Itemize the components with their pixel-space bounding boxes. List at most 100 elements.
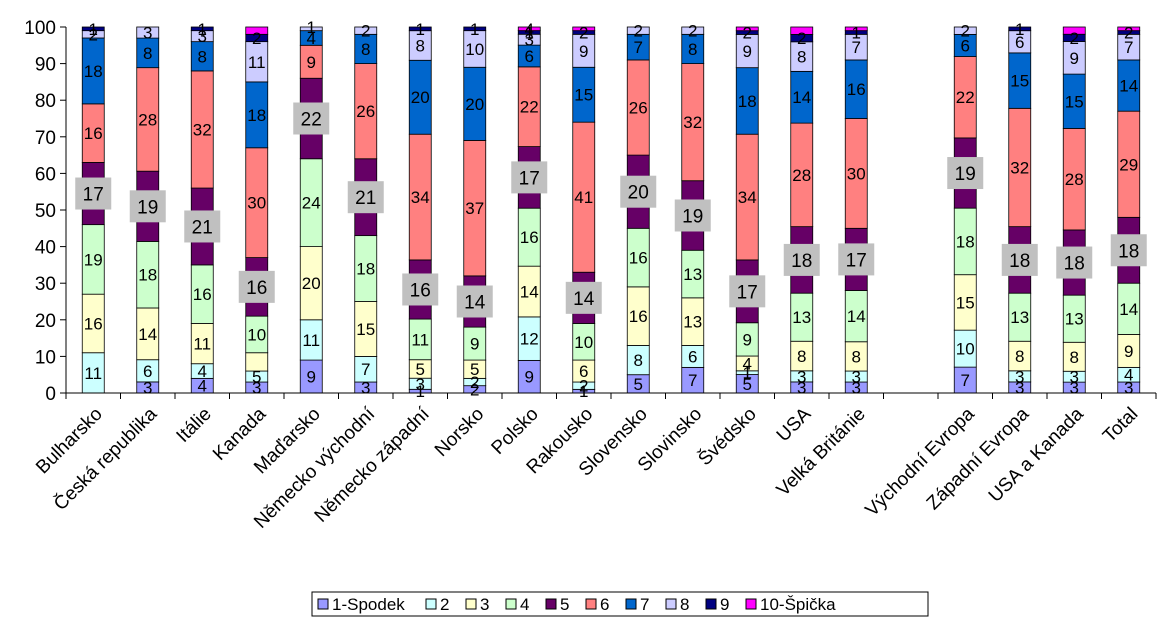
data-label: 3 [1070,368,1079,387]
data-label: 41 [574,188,593,207]
data-label: 5 [470,360,479,379]
data-label: 18 [138,266,157,285]
legend-swatch [585,598,597,610]
bar-segment [953,26,977,35]
data-label: 2 [470,373,479,392]
legend-label: 2 [440,595,449,614]
data-label: 28 [1065,170,1084,189]
data-label: 18 [1009,251,1030,272]
data-label: 22 [956,88,975,107]
data-label: 22 [301,110,322,131]
data-label: 3 [1015,378,1024,397]
data-label: 16 [84,124,103,143]
data-label: 1 [1015,20,1024,39]
y-tick-label: 20 [35,311,56,332]
data-label: 1 [89,20,98,39]
data-label: 2 [252,29,261,48]
data-label: 8 [1070,348,1079,367]
data-label: 8 [416,36,425,55]
data-label: 3 [252,379,261,398]
bar-segment [408,26,432,32]
bar-segment [517,26,541,32]
data-label: 21 [355,188,376,209]
data-label: 13 [1010,308,1029,327]
data-label: 4 [307,29,316,48]
data-label: 13 [1065,310,1084,329]
data-label: 16 [246,278,267,299]
data-label: 8 [361,40,370,59]
data-label: 5 [634,375,643,394]
y-axis: 0 10 20 30 40 50 60 70 80 90 100 [24,18,67,405]
data-label: 4 [1124,366,1133,385]
data-label: 2 [688,22,697,41]
data-label-box [783,243,820,276]
data-label: 8 [143,44,152,63]
legend-swatch [745,598,757,610]
y-tick-label: 40 [35,238,56,259]
data-label: 2 [797,29,806,48]
data-label: 2 [1124,23,1133,42]
category-label: Norsko [431,404,488,461]
legend-swatch [505,598,517,610]
bar-segment [354,26,378,35]
data-label: 14 [573,289,595,310]
data-label: 7 [1124,38,1133,57]
data-label: 8 [797,48,806,67]
data-label-box [238,270,275,303]
data-label: 11 [193,335,211,354]
data-label: 20 [465,95,484,114]
legend-label: 7 [640,595,649,614]
data-label: 8 [688,40,697,59]
data-label: 26 [629,99,648,118]
data-label: 14 [520,283,539,302]
bar-segment [681,26,705,35]
data-label: 7 [634,38,643,57]
data-label: 11 [411,330,429,349]
legend-swatch [705,598,717,610]
data-label: 5 [252,368,261,387]
data-label-box [1110,234,1147,267]
data-label: 16 [84,314,103,333]
data-label: 10 [574,333,593,352]
bar-segment [1062,26,1086,35]
data-label-box [947,157,984,190]
bar-segment [81,26,105,32]
legend-swatch [425,598,437,610]
data-label: 32 [193,120,212,139]
data-label-box [620,175,657,208]
data-label: 3 [416,375,425,394]
data-label: 2 [1070,29,1079,48]
bar-segment [190,26,214,32]
data-label: 18 [738,92,757,111]
data-label: 9 [307,53,316,72]
data-label: 7 [688,371,697,390]
data-label: 1 [198,20,207,39]
data-label: 2 [579,23,588,42]
data-label: 17 [83,185,104,206]
data-label: 18 [1064,254,1085,275]
data-label: 7 [961,371,970,390]
y-tick-label: 100 [24,18,56,39]
bar-segment [1117,26,1141,32]
data-label: 14 [792,88,811,107]
data-label: 1 [416,20,425,39]
data-label: 37 [465,199,484,218]
data-label: 18 [956,232,975,251]
data-label: 3 [143,378,152,397]
data-label: 9 [743,42,752,61]
data-label: 3 [198,27,207,46]
data-label-box [347,181,384,214]
data-label: 17 [519,168,540,189]
data-label: 20 [411,88,430,107]
data-label: 18 [791,251,812,272]
data-label: 6 [143,362,152,381]
data-label: 9 [525,368,534,387]
data-label: 14 [847,307,866,326]
data-label: 19 [137,197,158,218]
category-label: Total [1099,404,1142,447]
bar-segment [790,26,814,35]
y-tick-label: 70 [35,128,56,149]
data-label: 32 [683,113,702,132]
data-label: 3 [852,368,861,387]
data-label: 30 [247,194,266,213]
